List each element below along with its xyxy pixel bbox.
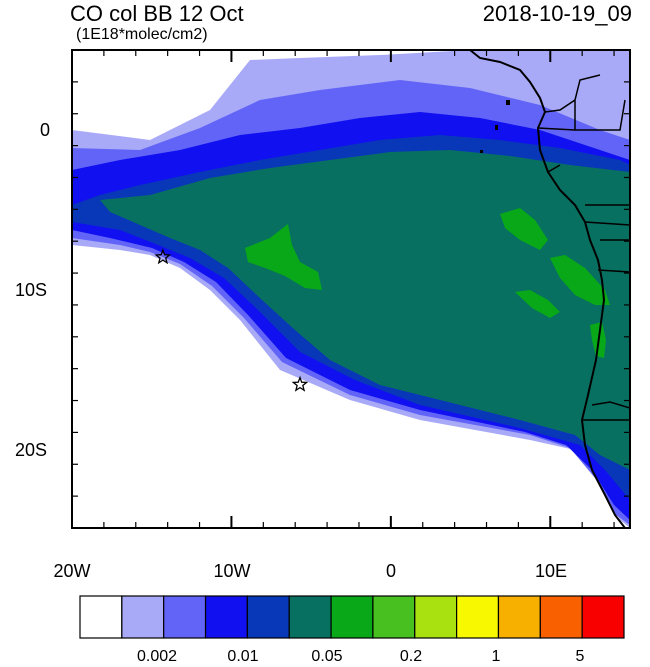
- colorbar-label-5: 5: [575, 648, 585, 665]
- co-level-01-patch-3: [550, 255, 610, 305]
- colorbar-swatch-3: [204, 595, 248, 639]
- colorbar: [79, 595, 625, 639]
- colorbar-swatch-5: [288, 595, 332, 639]
- plot-units: (1E18*molec/cm2): [76, 26, 208, 43]
- colorbar-swatch-11: [539, 595, 583, 639]
- x-tick-label-10e: 10E: [534, 561, 568, 581]
- co-field: [72, 50, 630, 528]
- map-frame: [71, 49, 631, 529]
- plot-title: CO col BB 12 Oct: [70, 1, 244, 26]
- x-tick-label-10w: 10W: [213, 561, 251, 581]
- y-tick-label-20s: 20S: [14, 440, 47, 460]
- colorbar-swatch-4: [246, 595, 290, 639]
- star-marker-1: [154, 248, 172, 265]
- island-annobon: [480, 150, 483, 153]
- co-level-005: [100, 150, 630, 470]
- country-borders: [537, 74, 630, 421]
- map-ticks: [71, 49, 630, 529]
- colorbar-label-0002: 0.002: [136, 648, 178, 665]
- co-level-01-patch-1: [245, 224, 322, 290]
- africa-coastline: [469, 50, 626, 528]
- colorbar-swatch-6: [330, 595, 374, 639]
- colorbar-label-02: 0.2: [399, 648, 423, 665]
- y-tick-label-10s: 10S: [14, 280, 47, 300]
- co-level-01-patch-4: [515, 290, 560, 318]
- star-markers: [154, 248, 309, 392]
- co-level-01-patch-2: [500, 208, 548, 250]
- colorbar-swatch-0: [79, 595, 123, 639]
- colorbar-swatch-7: [372, 595, 416, 639]
- colorbar-label-005: 0.05: [311, 648, 343, 665]
- x-tick-label-20w: 20W: [53, 561, 91, 581]
- colorbar-swatch-8: [414, 595, 458, 639]
- colorbar-swatch-2: [163, 595, 207, 639]
- colorbar-swatch-12: [581, 595, 625, 639]
- colorbar-swatch-1: [121, 595, 165, 639]
- x-tick-label-0: 0: [385, 561, 396, 581]
- colorbar-swatch-10: [497, 595, 541, 639]
- island-bioko: [506, 100, 510, 105]
- y-tick-label-0: 0: [39, 120, 50, 140]
- star-marker-2: [291, 375, 309, 392]
- colorbar-swatch-9: [456, 595, 500, 639]
- colorbar-label-001: 0.01: [227, 648, 259, 665]
- island-sao-tome: [495, 125, 498, 130]
- colorbar-label-1: 1: [491, 648, 501, 665]
- plot-datetime: 2018-10-19_09: [482, 1, 632, 26]
